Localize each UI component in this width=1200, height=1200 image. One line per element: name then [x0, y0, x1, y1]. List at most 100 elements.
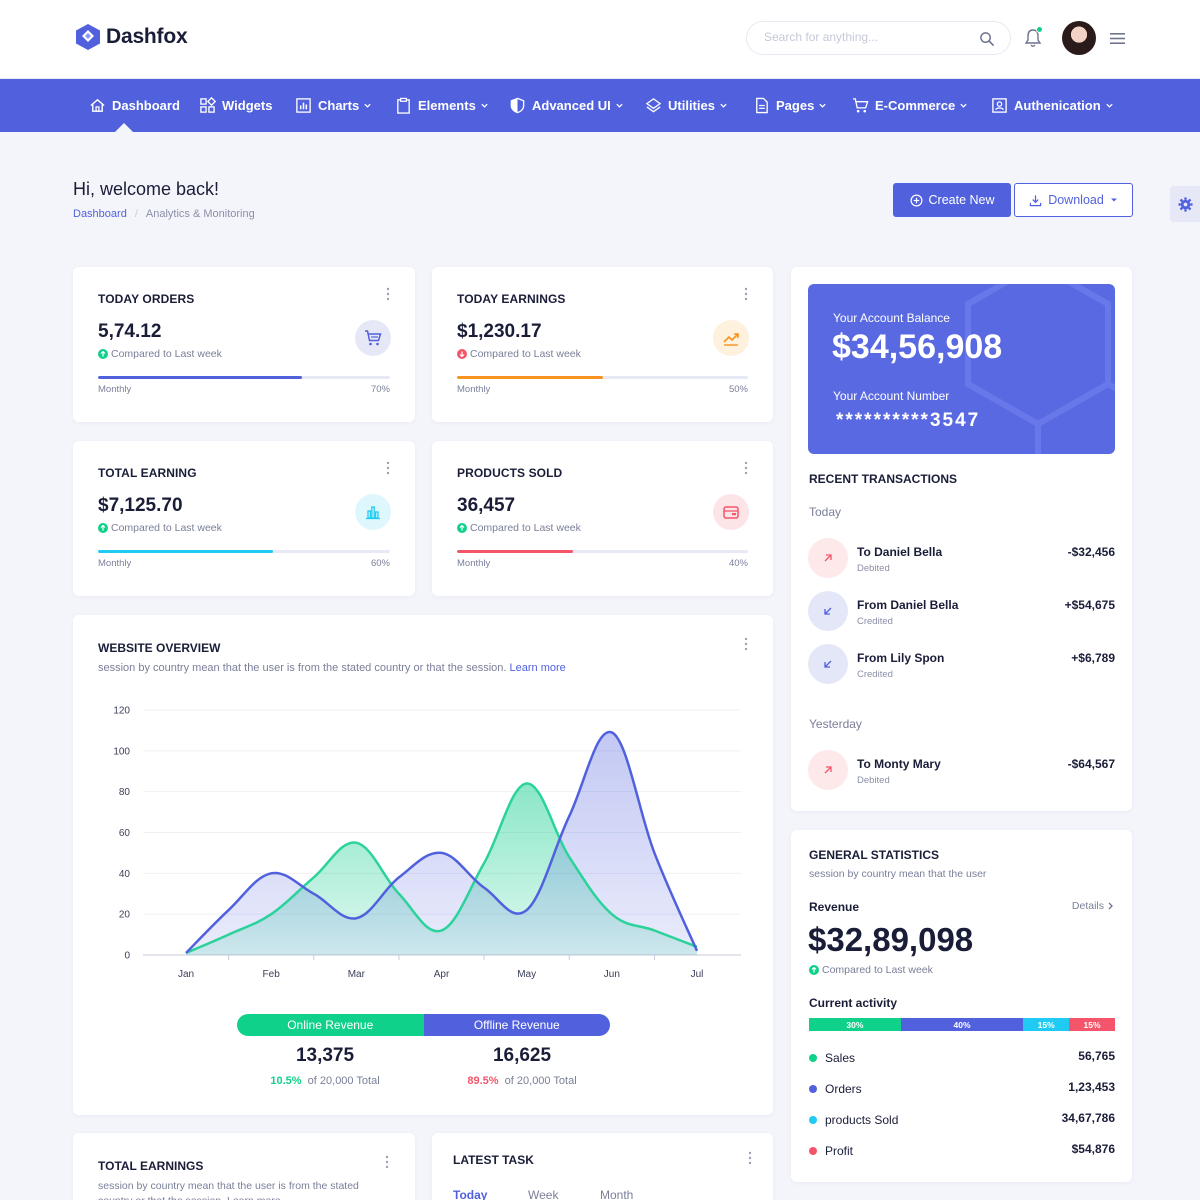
user-avatar[interactable]	[1062, 21, 1096, 55]
arrow-up-circle-icon	[809, 965, 819, 975]
stat-progress-track	[457, 376, 748, 379]
x-tick-label: Mar	[348, 969, 366, 980]
more-options-icon[interactable]	[744, 287, 748, 301]
transaction-group-label: Yesterday	[809, 717, 862, 731]
website-overview-chart: 0 20 40 60 80 100 120 Jan Feb Mar Apr May Jun Jul	[113, 706, 741, 980]
nav-charts[interactable]: Charts	[295, 79, 372, 132]
revenue-compare-text: Compared to Last week	[822, 964, 933, 976]
transaction-amount: +$54,675	[1064, 598, 1115, 612]
brand-logo[interactable]: Dashfox	[76, 24, 188, 50]
transaction-type: Credited	[857, 616, 893, 627]
x-tick-label: Jun	[604, 969, 620, 980]
activity-segment: 40%	[900, 1018, 1024, 1031]
shield-icon	[510, 97, 525, 114]
series-line-offline[interactable]	[185, 730, 699, 954]
chevron-down-icon	[720, 103, 727, 108]
transaction-type: Debited	[857, 775, 890, 786]
current-activity-label: Current activity	[809, 996, 898, 1010]
trend-icon	[713, 320, 749, 356]
activity-name: Orders	[825, 1082, 862, 1096]
nav-label: E-Commerce	[875, 98, 956, 113]
search-box	[746, 21, 1011, 55]
stat-period: Monthly	[457, 558, 491, 569]
more-options-icon[interactable]	[386, 287, 390, 301]
nav-elements[interactable]: Elements	[395, 79, 489, 132]
account-number-label: Your Account Number	[833, 389, 950, 403]
activity-progress-bar: 30% 40% 15% 15%	[809, 1018, 1115, 1031]
stat-period: Monthly	[457, 384, 491, 395]
activity-row: Orders 1,23,453	[809, 1080, 1115, 1097]
tab-month[interactable]: Month	[600, 1188, 634, 1200]
details-link[interactable]: Details	[1072, 900, 1114, 912]
chevron-right-icon	[1108, 902, 1113, 910]
total-earnings-subtitle: session by country mean that the user is…	[98, 1180, 359, 1200]
breadcrumb-dashboard[interactable]: Dashboard	[73, 208, 127, 220]
overview-title: WEBSITE OVERVIEW	[98, 641, 221, 655]
revenue-compare: Compared to Last week	[809, 964, 933, 976]
recent-transactions-title: RECENT TRANSACTIONS	[809, 472, 958, 486]
tab-today[interactable]: Today	[453, 1188, 488, 1200]
settings-toggle[interactable]	[1170, 186, 1200, 222]
legend-dot	[809, 1116, 817, 1124]
caret-down-icon	[1110, 198, 1117, 202]
stat-value: 5,74.12	[98, 321, 162, 342]
search-input[interactable]	[764, 30, 964, 44]
x-tick-label: Jan	[178, 969, 194, 980]
nav-dashboard[interactable]: Dashboard	[89, 79, 180, 132]
general-statistics-title: GENERAL STATISTICS	[809, 848, 940, 862]
offline-revenue-legend[interactable]: Offline Revenue	[423, 1014, 610, 1036]
nav-utilities[interactable]: Utilities	[645, 79, 728, 132]
series-area-offline	[186, 731, 697, 955]
transaction-item[interactable]: To Daniel Bella Debited -$32,456	[808, 538, 1115, 580]
create-new-label: Create New	[928, 193, 995, 207]
nav-advanced-ui[interactable]: Advanced UI	[509, 79, 624, 132]
more-options-icon[interactable]	[744, 637, 748, 651]
stat-card-total-earning: TOTAL EARNING $7,125.70 Compared to Last…	[73, 441, 415, 596]
stat-title: TODAY EARNINGS	[457, 292, 566, 306]
nav-authentication[interactable]: Authenication	[991, 79, 1114, 132]
transaction-item[interactable]: From Daniel Bella Credited +$54,675	[808, 591, 1115, 633]
nav-pages[interactable]: Pages	[753, 79, 827, 132]
transaction-group-label: Today	[809, 505, 842, 519]
more-options-icon[interactable]	[744, 461, 748, 475]
transaction-item[interactable]: From Lily Spon Credited +$6,789	[808, 644, 1115, 686]
transaction-amount: -$32,456	[1067, 545, 1115, 559]
offline-pct: 89.5%	[467, 1075, 499, 1087]
revenue-value: $32,89,098	[808, 921, 974, 958]
activity-value: 56,765	[1078, 1049, 1115, 1063]
search-icon[interactable]	[979, 31, 994, 46]
activity-row: Profit $54,876	[809, 1142, 1115, 1159]
website-overview-card: WEBSITE OVERVIEW session by country mean…	[73, 615, 773, 1115]
revenue-label: Revenue	[809, 900, 860, 914]
arrow-up-circle-icon	[98, 349, 108, 359]
online-revenue-legend[interactable]: Online Revenue	[237, 1014, 424, 1036]
more-options-icon[interactable]	[385, 1155, 389, 1169]
transaction-item[interactable]: To Monty Mary Debited -$64,567	[808, 750, 1115, 792]
clipboard-icon	[397, 97, 410, 114]
more-options-icon[interactable]	[386, 461, 390, 475]
nav-widgets[interactable]: Widgets	[199, 79, 272, 132]
more-options-icon[interactable]	[748, 1151, 752, 1165]
chevron-down-icon	[616, 103, 623, 108]
series-line-online[interactable]	[185, 782, 698, 955]
transaction-name: To Monty Mary	[857, 757, 941, 771]
legend-dot	[809, 1054, 817, 1062]
hamburger-menu-icon[interactable]	[1110, 32, 1125, 45]
arrow-up-circle-icon	[98, 523, 108, 533]
nav-e-commerce[interactable]: E-Commerce	[852, 79, 968, 132]
create-new-button[interactable]: Create New	[893, 183, 1011, 217]
active-nav-indicator	[114, 123, 134, 133]
widgets-icon	[200, 97, 216, 113]
tab-week[interactable]: Week	[528, 1188, 559, 1200]
stat-percent: 60%	[370, 558, 390, 569]
chevron-down-icon	[960, 103, 967, 108]
arrow-down-left-icon	[808, 591, 848, 631]
stat-progress-track	[98, 376, 390, 379]
learn-more-link[interactable]: Learn more	[509, 662, 566, 674]
activity-name: products Sold	[825, 1113, 899, 1127]
layers-icon	[645, 98, 662, 113]
download-button[interactable]: Download	[1014, 183, 1133, 217]
hexagon-pattern	[965, 284, 1115, 454]
stat-compare: Compared to Last week	[98, 522, 222, 534]
y-tick-label: 40	[119, 869, 131, 880]
